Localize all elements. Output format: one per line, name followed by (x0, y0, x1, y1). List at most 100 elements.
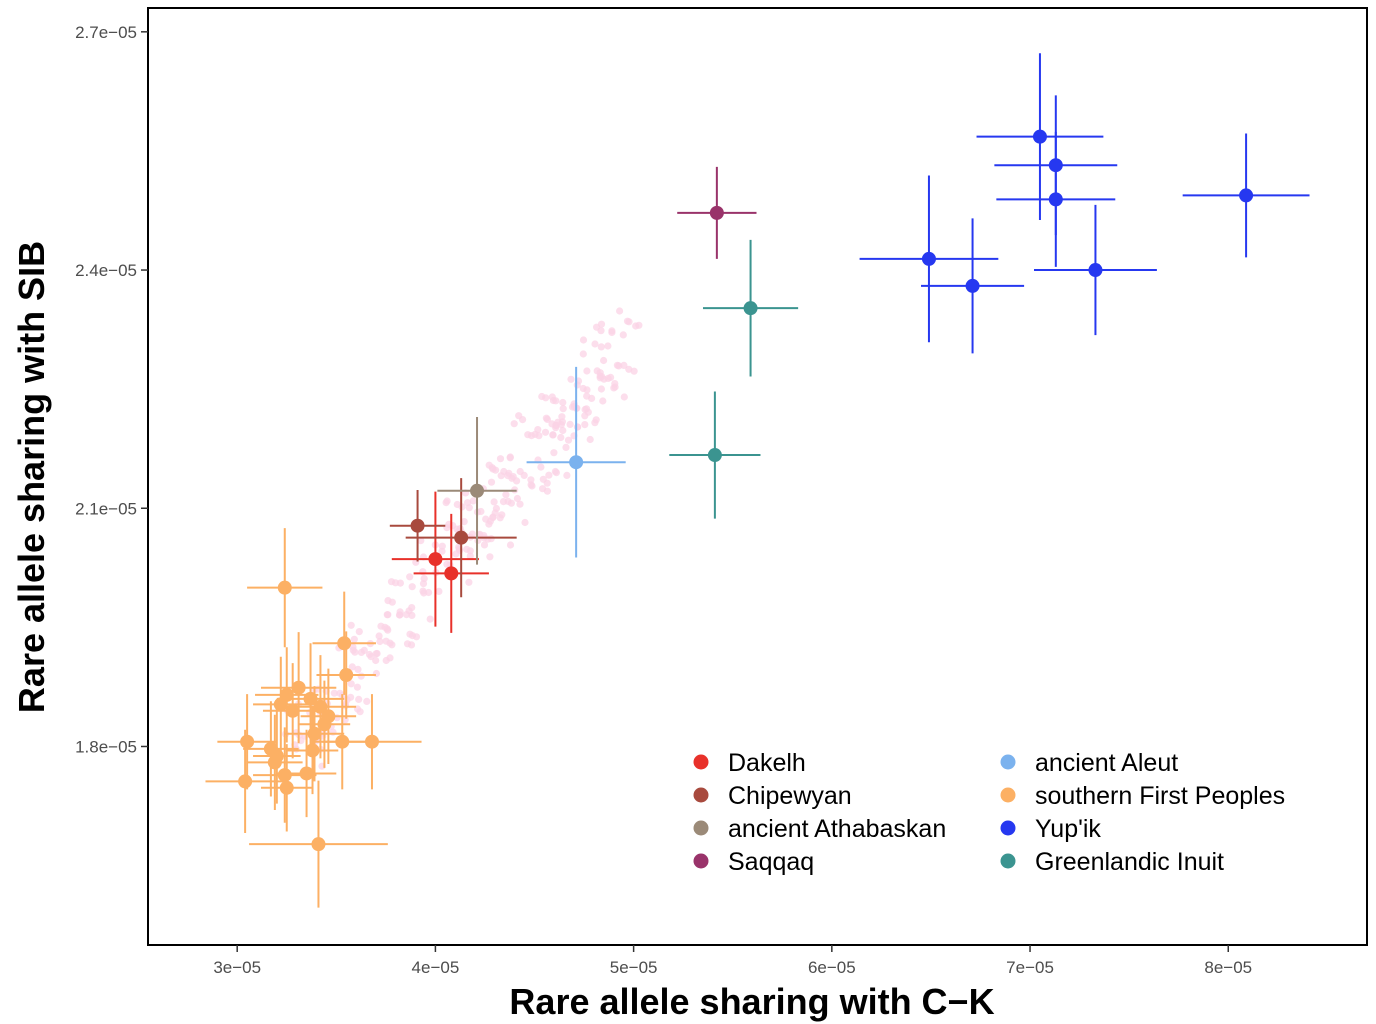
cloud-point (557, 421, 566, 429)
data-point (291, 680, 306, 695)
data-point (273, 697, 288, 712)
cloud-point (330, 689, 338, 697)
cloud-point (579, 336, 588, 344)
cloud-point (635, 321, 643, 329)
y-tick-label: 2.4e−05 (75, 261, 137, 280)
cloud-point (388, 598, 396, 606)
data-point (921, 251, 936, 266)
cloud-point (616, 307, 624, 315)
cloud-point (516, 467, 524, 476)
cloud-point (485, 461, 493, 469)
cloud-point (353, 683, 361, 691)
legend-key (1000, 820, 1016, 836)
data-point (305, 743, 320, 758)
cloud-point (598, 373, 606, 381)
data-point (1239, 188, 1254, 203)
cloud-point (395, 611, 404, 619)
cloud-point (375, 632, 383, 640)
legend-key (693, 787, 709, 803)
x-tick-label: 8e−05 (1204, 958, 1252, 977)
cloud-point (408, 583, 416, 591)
cloud-point (630, 367, 638, 375)
data-point (1088, 263, 1103, 278)
cloud-point (583, 386, 591, 394)
cloud-point (558, 413, 566, 421)
legend-label: southern First Peoples (1035, 782, 1285, 810)
legend-label: Chipewyan (728, 782, 852, 810)
cloud-point (599, 397, 607, 405)
cloud-point (487, 478, 496, 486)
cloud-point (564, 436, 573, 444)
data-point (285, 703, 300, 718)
cloud-point (608, 328, 616, 337)
data-point (311, 837, 326, 852)
cloud-point (513, 494, 522, 503)
data-point (1048, 192, 1063, 207)
legend-label: ancient Aleut (1035, 749, 1178, 777)
cloud-point (586, 435, 594, 444)
cloud-point (562, 443, 570, 451)
legend-label: Saqqaq (728, 848, 814, 876)
x-tick-label: 3e−05 (213, 958, 261, 977)
cloud-point (466, 547, 474, 555)
x-tick-label: 6e−05 (808, 958, 856, 977)
cloud-point (597, 343, 605, 351)
cloud-point (486, 553, 494, 561)
data-point (444, 566, 459, 581)
cloud-point (412, 633, 421, 641)
cloud-point (607, 373, 615, 381)
data-point (277, 768, 292, 783)
x-axis-title: Rare allele sharing with C−K (509, 981, 994, 1022)
data-point (339, 668, 354, 683)
cloud-point (376, 637, 384, 646)
cloud-point (435, 587, 443, 596)
y-tick-label: 2.1e−05 (75, 499, 137, 518)
cloud-point (419, 587, 427, 595)
cloud-point (552, 469, 561, 477)
data-point (317, 717, 332, 732)
cloud-point (504, 472, 512, 480)
cloud-point (591, 340, 599, 348)
cloud-point (611, 380, 619, 388)
cloud-point (489, 514, 497, 522)
cloud-point (426, 615, 434, 623)
cloud-point (347, 680, 355, 688)
cloud-point (408, 604, 416, 612)
cloud-point (357, 672, 365, 680)
data-points (238, 129, 1254, 852)
data-point (707, 448, 722, 463)
cloud-point (490, 498, 498, 506)
y-axis-title: Rare allele sharing with SIB (11, 241, 52, 713)
cloud-point (348, 663, 356, 671)
cloud-point (581, 421, 589, 429)
cloud-point (480, 541, 489, 549)
cloud-point (496, 514, 504, 522)
cloud-point (583, 392, 591, 400)
cloud-point (550, 449, 558, 457)
data-point (569, 455, 584, 470)
cloud-point (604, 342, 612, 350)
cloud-point (408, 611, 416, 620)
cloud-point (506, 541, 515, 549)
data-point (313, 699, 328, 714)
cloud-point (465, 578, 473, 586)
legend-label: Dakelh (728, 749, 806, 777)
data-point (267, 755, 282, 770)
data-point (277, 580, 292, 595)
cloud-point (492, 504, 500, 513)
cloud-point (382, 656, 390, 665)
cloud-point (469, 497, 477, 505)
cloud-point (351, 648, 359, 656)
cloud-point (619, 331, 627, 339)
cloud-point (507, 499, 515, 507)
data-point (364, 734, 379, 749)
data-point (279, 780, 294, 795)
x-tick-label: 7e−05 (1006, 958, 1054, 977)
cloud-point (559, 398, 567, 407)
cloud-point (506, 454, 514, 462)
cloud-point (452, 550, 460, 558)
cloud-point (542, 394, 550, 402)
y-axis: 1.8e−05 2.1e−05 2.4e−05 2.7e−05 (75, 23, 148, 756)
cloud-point (535, 432, 543, 440)
cloud-point (615, 362, 623, 370)
